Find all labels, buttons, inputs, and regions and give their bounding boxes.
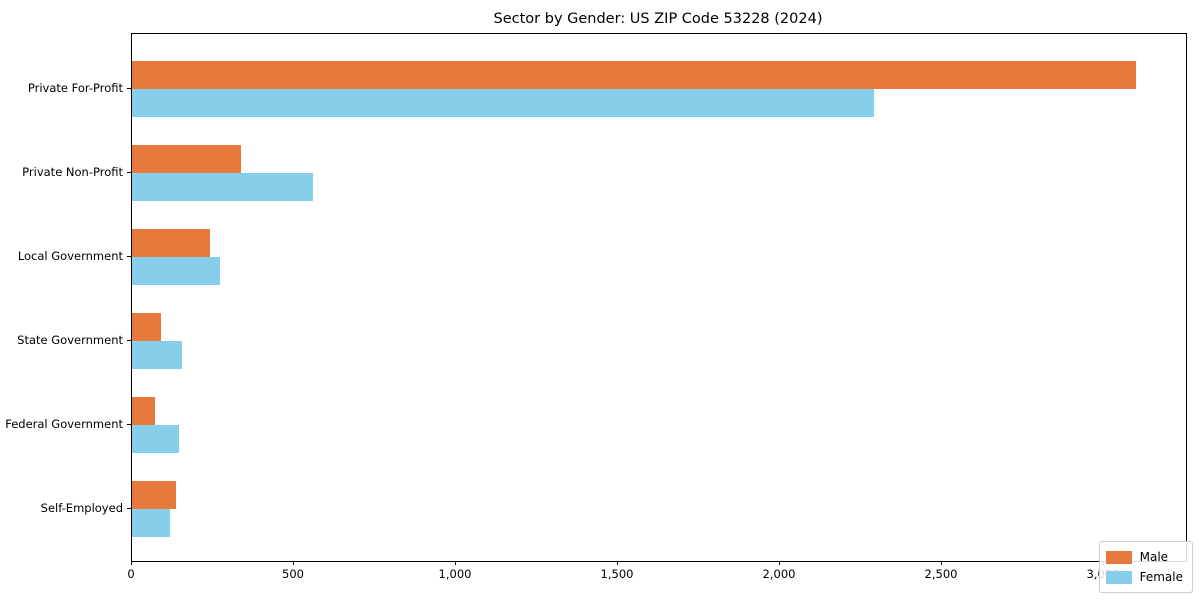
y-tick-mark (127, 424, 131, 425)
x-tick-mark (941, 561, 942, 565)
legend-entry-female: Female (1105, 567, 1183, 587)
bar-female-local-government (132, 257, 220, 285)
x-tick-label: 500 (282, 567, 304, 581)
x-tick-label: 1,500 (600, 567, 634, 581)
bar-male-federal-government (132, 397, 155, 425)
y-tick-label-self-employed: Self-Employed (40, 501, 123, 515)
x-tick-mark (131, 561, 132, 565)
y-tick-label-federal-government: Federal Government (5, 417, 123, 431)
legend: Male Female (1098, 541, 1193, 593)
y-tick-mark (127, 172, 131, 173)
plot-area (131, 33, 1187, 562)
legend-entry-male: Male (1105, 547, 1183, 567)
y-tick-label-state-government: State Government (17, 333, 123, 347)
x-tick-label: 0 (127, 567, 135, 581)
y-tick-mark (127, 508, 131, 509)
legend-swatch-male (1105, 550, 1132, 564)
bar-female-federal-government (132, 425, 179, 453)
bar-male-private-for-profit (132, 61, 1137, 89)
legend-swatch-female (1105, 570, 1132, 584)
bar-male-local-government (132, 229, 210, 257)
x-tick-label: 2,000 (762, 567, 796, 581)
y-tick-mark (127, 256, 131, 257)
x-tick-mark (455, 561, 456, 565)
bar-female-private-non-profit (132, 173, 314, 201)
x-tick-mark (293, 561, 294, 565)
x-tick-label: 1,000 (438, 567, 472, 581)
x-tick-mark (779, 561, 780, 565)
legend-label: Male (1139, 550, 1169, 564)
bar-male-private-non-profit (132, 145, 241, 173)
y-tick-mark (127, 88, 131, 89)
chart-title: Sector by Gender: US ZIP Code 53228 (202… (493, 11, 823, 27)
bar-female-private-for-profit (132, 89, 874, 117)
legend-label: Female (1139, 570, 1183, 584)
bar-female-self-employed (132, 509, 170, 537)
y-tick-label-local-government: Local Government (17, 249, 123, 263)
bar-male-state-government (132, 313, 161, 341)
x-tick-label: 2,500 (924, 567, 958, 581)
y-tick-label-private-for-profit: Private For-Profit (27, 81, 123, 95)
bar-female-state-government (132, 341, 183, 369)
x-tick-mark (617, 561, 618, 565)
bar-male-self-employed (132, 481, 176, 509)
y-tick-label-private-non-profit: Private Non-Profit (22, 165, 123, 179)
y-tick-mark (127, 340, 131, 341)
